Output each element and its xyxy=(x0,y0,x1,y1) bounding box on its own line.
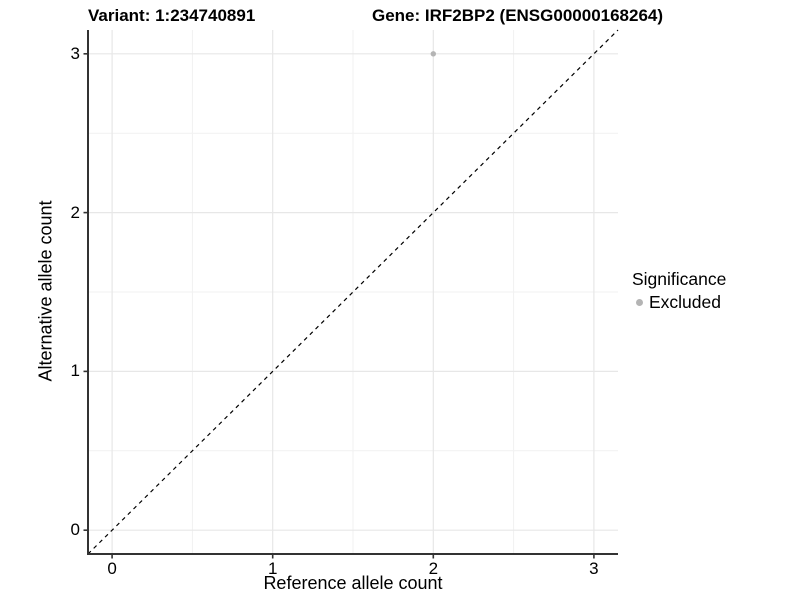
legend-item: Excluded xyxy=(632,292,726,312)
plot-title-gene: Gene: IRF2BP2 (ENSG00000168264) xyxy=(372,6,664,25)
x-axis-label: Reference allele count xyxy=(263,573,443,593)
x-tick-label: 1 xyxy=(267,559,278,578)
legend-item-label: Excluded xyxy=(649,292,721,312)
y-tick-label: 2 xyxy=(70,202,80,222)
x-tick-label: 2 xyxy=(428,559,439,578)
plot-panel xyxy=(83,29,619,559)
data-point xyxy=(430,51,437,57)
legend-point-icon xyxy=(636,298,643,306)
y-axis-label: Alternative allele count xyxy=(35,200,56,382)
y-tick-label: 1 xyxy=(70,361,80,381)
x-tick-label: 0 xyxy=(107,559,117,578)
legend: Significance Excluded xyxy=(632,269,726,312)
plot-canvas xyxy=(83,29,619,559)
y-tick-label: 3 xyxy=(70,43,80,63)
x-tick-label: 3 xyxy=(589,559,599,578)
y-tick-label: 0 xyxy=(70,520,80,540)
legend-title: Significance xyxy=(632,269,727,289)
plot-title-variant: Variant: 1:234740891 xyxy=(88,6,256,25)
